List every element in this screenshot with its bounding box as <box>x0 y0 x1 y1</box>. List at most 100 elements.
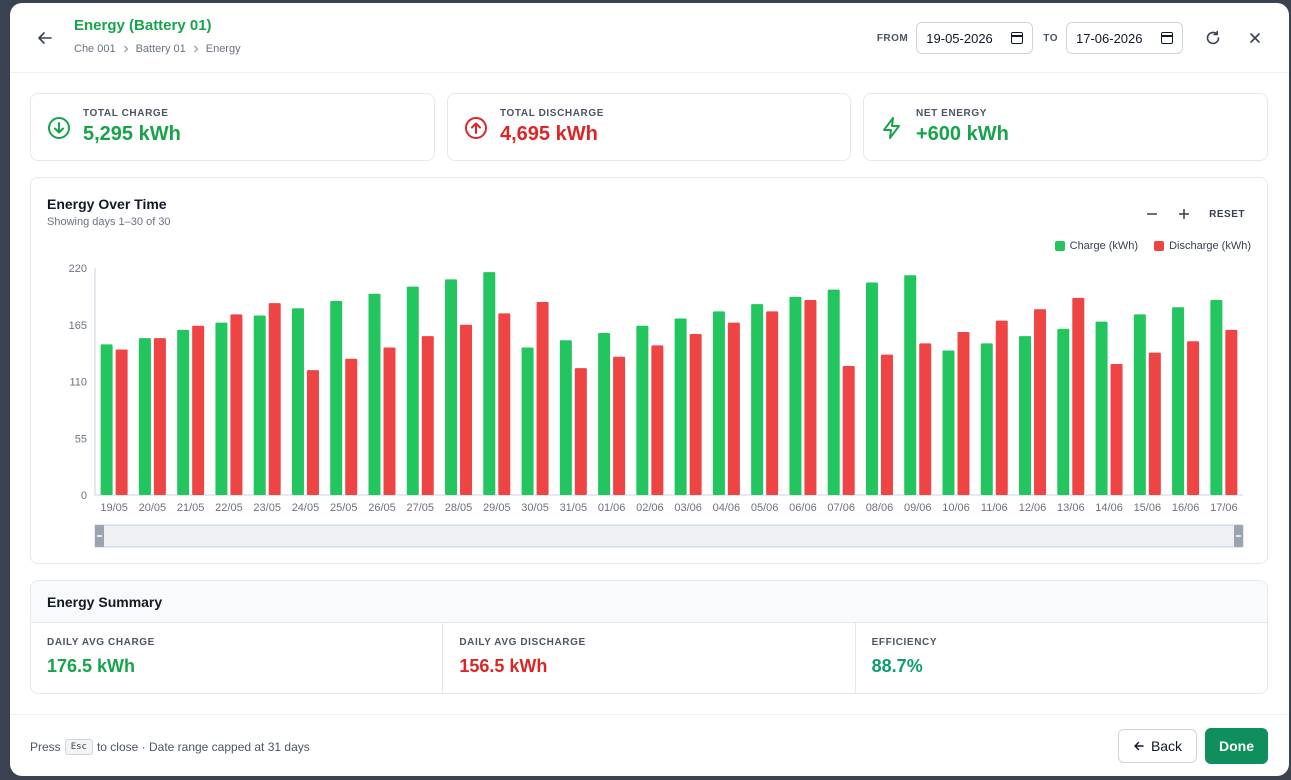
hint-suffix: to close · Date range capped at 31 days <box>96 740 310 754</box>
bar-discharge <box>1072 297 1085 495</box>
zoom-out-button[interactable] <box>1143 205 1161 223</box>
calendar-icon[interactable] <box>1011 32 1024 44</box>
bar-charge <box>445 279 458 495</box>
breadcrumb-item[interactable]: Battery 01 <box>135 43 186 55</box>
summary-label: DAILY AVG DISCHARGE <box>459 637 586 648</box>
summary-value: 156.5 kWh <box>459 656 548 676</box>
bar-discharge <box>574 368 587 495</box>
done-button[interactable]: Done <box>1205 728 1268 764</box>
breadcrumb-item[interactable]: Che 001 <box>74 43 116 55</box>
bar-discharge <box>460 324 473 495</box>
legend-label: Charge (kWh) <box>1069 240 1139 252</box>
x-tick-label: 17/06 <box>1210 502 1238 514</box>
legend-item-charge[interactable]: Charge (kWh) <box>1054 240 1139 252</box>
bar-discharge <box>1225 329 1238 495</box>
bar-charge <box>674 318 687 495</box>
energy-modal: Energy (Battery 01) Che 001 Battery 01 E… <box>10 3 1289 776</box>
plus-icon <box>1179 209 1190 219</box>
x-tick-label: 07/06 <box>827 502 855 514</box>
range-slider-selection <box>103 526 1235 546</box>
legend-swatch <box>1154 241 1165 251</box>
y-tick-label: 220 <box>69 263 87 275</box>
x-tick-label: 05/06 <box>751 502 779 514</box>
modal-footer: Press Esc to close · Date range capped a… <box>10 714 1289 776</box>
energy-bar-chart: 0 55 110 165 220 19/05 20/05 21/05 22/05 23/05 24/… <box>69 263 1244 548</box>
to-date-value: 17-06-2026 <box>1076 30 1143 46</box>
stat-label: TOTAL CHARGE <box>83 108 169 119</box>
footer-hint: Press Esc to close · Date range capped a… <box>30 739 310 755</box>
reset-zoom-button[interactable]: RESET <box>1209 208 1245 220</box>
back-arrow-icon[interactable] <box>34 27 56 49</box>
summary-daily-avg-discharge: DAILY AVG DISCHARGE 156.5 kWh <box>443 623 856 693</box>
stat-label: TOTAL DISCHARGE <box>500 108 605 119</box>
x-tick-label: 19/05 <box>100 502 128 514</box>
y-tick-label: 165 <box>69 320 87 332</box>
bar-charge <box>789 296 802 495</box>
to-label: TO <box>1043 32 1058 44</box>
bar-charge <box>330 301 343 495</box>
legend-item-discharge[interactable]: Discharge (kWh) <box>1154 240 1251 252</box>
refresh-icon <box>1206 30 1220 45</box>
bar-charge <box>253 315 266 495</box>
bar-discharge <box>804 299 817 495</box>
bar-charge <box>1133 314 1146 495</box>
energy-chart-card: Energy Over Time Showing days 1–30 of 30… <box>30 177 1268 564</box>
zoom-controls: RESET <box>1143 205 1245 223</box>
bar-charge <box>827 289 840 495</box>
bar-discharge <box>230 314 243 495</box>
esc-key: Esc <box>64 739 93 755</box>
stat-label: NET ENERGY <box>916 108 988 119</box>
bar-charge <box>1057 328 1070 495</box>
bar-charge <box>559 340 572 495</box>
to-date-input[interactable]: 17-06-2026 <box>1066 22 1183 54</box>
x-tick-label: 22/05 <box>215 502 243 514</box>
bar-charge <box>1019 336 1032 495</box>
x-tick-label: 23/05 <box>253 502 281 514</box>
x-tick-label: 03/06 <box>674 502 702 514</box>
bar-discharge <box>842 366 855 495</box>
bar-discharge <box>153 338 166 495</box>
calendar-icon[interactable] <box>1161 32 1173 44</box>
energy-summary: Energy Summary DAILY AVG CHARGE 176.5 kW… <box>30 580 1268 694</box>
chart-title: Energy Over Time <box>47 196 167 212</box>
bar-charge <box>177 329 190 495</box>
x-tick-label: 28/05 <box>445 502 473 514</box>
bar-discharge <box>689 334 702 495</box>
x-tick-label: 06/06 <box>789 502 817 514</box>
bar-charge <box>598 333 611 495</box>
summary-daily-avg-charge: DAILY AVG CHARGE 176.5 kWh <box>31 623 444 693</box>
back-button[interactable]: Back <box>1118 729 1197 763</box>
summary-value: 88.7% <box>871 656 923 676</box>
bar-charge <box>100 344 113 495</box>
y-tick-label: 55 <box>75 433 87 445</box>
x-tick-label: 15/06 <box>1134 502 1162 514</box>
bar-discharge <box>421 336 434 495</box>
bar-discharge <box>651 345 664 495</box>
zoom-in-button[interactable] <box>1175 205 1193 223</box>
bar-discharge <box>766 311 779 495</box>
stat-value: +600 kWh <box>916 123 1009 145</box>
bar-charge <box>904 275 917 495</box>
stat-value: 4,695 kWh <box>500 123 598 145</box>
arrow-down-circle-icon <box>48 117 70 139</box>
bar-discharge <box>1110 363 1123 495</box>
x-tick-label: 14/06 <box>1095 502 1123 514</box>
chevron-right-icon <box>123 45 129 53</box>
bar-discharge <box>1148 352 1161 495</box>
from-label: FROM <box>876 32 909 44</box>
refresh-button[interactable] <box>1199 24 1227 52</box>
breadcrumb-item: Energy <box>205 43 241 55</box>
stat-value: 5,295 kWh <box>83 123 181 145</box>
modal-header: Energy (Battery 01) Che 001 Battery 01 E… <box>10 3 1289 73</box>
summary-label: DAILY AVG CHARGE <box>47 637 155 648</box>
bar-charge <box>138 338 151 495</box>
summary-efficiency: EFFICIENCY 88.7% <box>856 623 1267 693</box>
x-tick-label: 04/06 <box>713 502 741 514</box>
stat-net-energy: NET ENERGY +600 kWh <box>863 93 1268 161</box>
bar-discharge <box>536 302 549 495</box>
from-date-input[interactable]: 19-05-2026 <box>916 22 1034 54</box>
close-button[interactable] <box>1241 24 1269 52</box>
bar-discharge <box>613 356 626 495</box>
y-tick-label: 110 <box>69 377 87 389</box>
close-icon <box>1250 33 1260 43</box>
